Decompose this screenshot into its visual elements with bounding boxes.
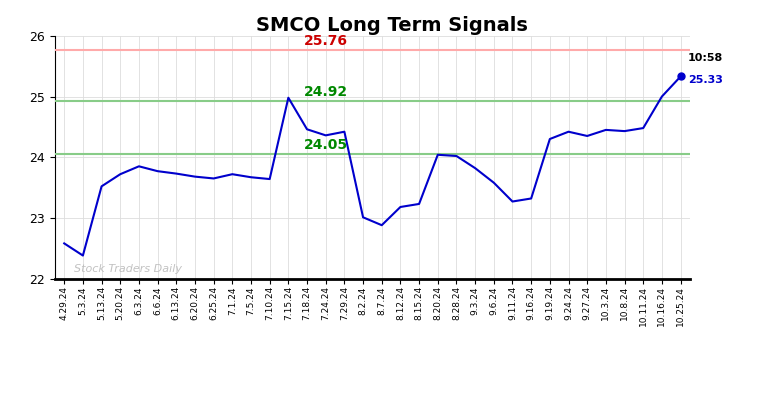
Text: 25.76: 25.76 <box>303 34 348 48</box>
Text: 10:58: 10:58 <box>688 53 724 63</box>
Text: SMCO Long Term Signals: SMCO Long Term Signals <box>256 16 528 35</box>
Text: 24.92: 24.92 <box>303 85 348 99</box>
Text: Stock Traders Daily: Stock Traders Daily <box>74 264 182 274</box>
Text: 25.33: 25.33 <box>688 75 723 85</box>
Text: 24.05: 24.05 <box>303 138 348 152</box>
